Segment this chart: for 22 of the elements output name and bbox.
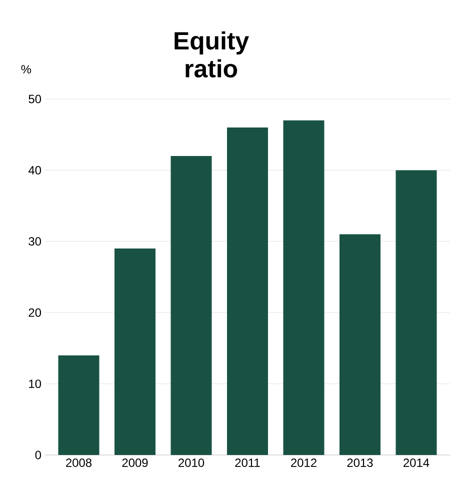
x-tick-label: 2011 (235, 458, 260, 467)
bar (396, 170, 437, 455)
chart-title: Equity ratio (174, 31, 249, 78)
y-tick-label: 20 (28, 308, 42, 317)
y-tick-label: 40 (28, 166, 42, 174)
bar (227, 127, 268, 455)
y-tick-label: 10 (29, 380, 42, 388)
x-tick-label: 2014 (404, 458, 430, 467)
bar (283, 120, 324, 455)
y-tick-label: 50 (28, 94, 42, 104)
y-axis-title: % (21, 65, 32, 74)
x-tick-label: 2009 (122, 458, 148, 467)
bar (58, 355, 100, 455)
x-tick-label: 2012 (291, 458, 316, 467)
y-tick-label: 0 (35, 450, 42, 460)
bar (170, 156, 212, 455)
bar (114, 248, 156, 455)
x-tick-label: 2010 (178, 458, 204, 467)
x-tick-label: 2013 (347, 458, 373, 467)
bar (340, 234, 381, 455)
x-tick-label: 2008 (66, 458, 92, 467)
y-tick-label: 30 (28, 237, 42, 246)
